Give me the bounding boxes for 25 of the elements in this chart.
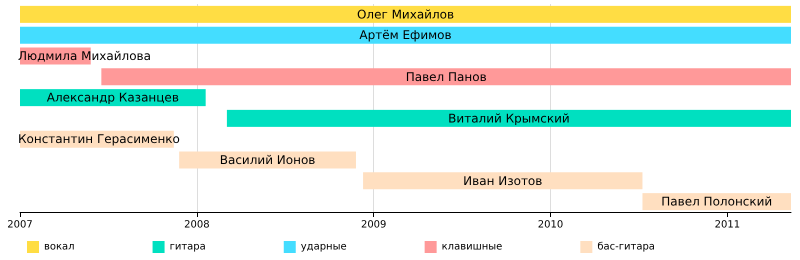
x-tick-label: 2011 bbox=[714, 220, 740, 230]
legend-label: клавишные bbox=[442, 242, 502, 252]
y-tick-label: Павел Полонский bbox=[661, 194, 772, 209]
y-tick-label: Павел Панов bbox=[406, 70, 487, 84]
y-tick-label: Олег Михайлов bbox=[356, 7, 454, 22]
y-tick-label: Константин Герасименко bbox=[18, 132, 180, 146]
y-tick-label: Александр Казанцев bbox=[46, 90, 179, 105]
x-tick-label: 2007 bbox=[7, 220, 33, 230]
x-tick-label: 2010 bbox=[538, 220, 564, 230]
y-tick-label: Людмила Михайлова bbox=[18, 49, 151, 63]
y-tick-label: Артём Ефимов bbox=[359, 28, 452, 42]
bar bbox=[363, 172, 642, 190]
y-tick-label: Иван Изотов bbox=[463, 174, 542, 188]
bar bbox=[20, 26, 791, 44]
legend-label: ударные bbox=[300, 242, 347, 252]
x-tick-label: 2008 bbox=[184, 220, 210, 230]
bar bbox=[226, 110, 791, 127]
x-tick-label: 2009 bbox=[360, 220, 386, 230]
legend-label: гитара bbox=[170, 242, 206, 252]
y-tick-label: Виталий Крымский bbox=[448, 111, 570, 126]
legend-label: бас-гитара bbox=[597, 242, 655, 252]
bar bbox=[20, 6, 791, 23]
legend-label: вокал bbox=[44, 242, 75, 252]
bar bbox=[101, 68, 791, 86]
y-tick-label: Василий Ионов bbox=[220, 153, 316, 167]
